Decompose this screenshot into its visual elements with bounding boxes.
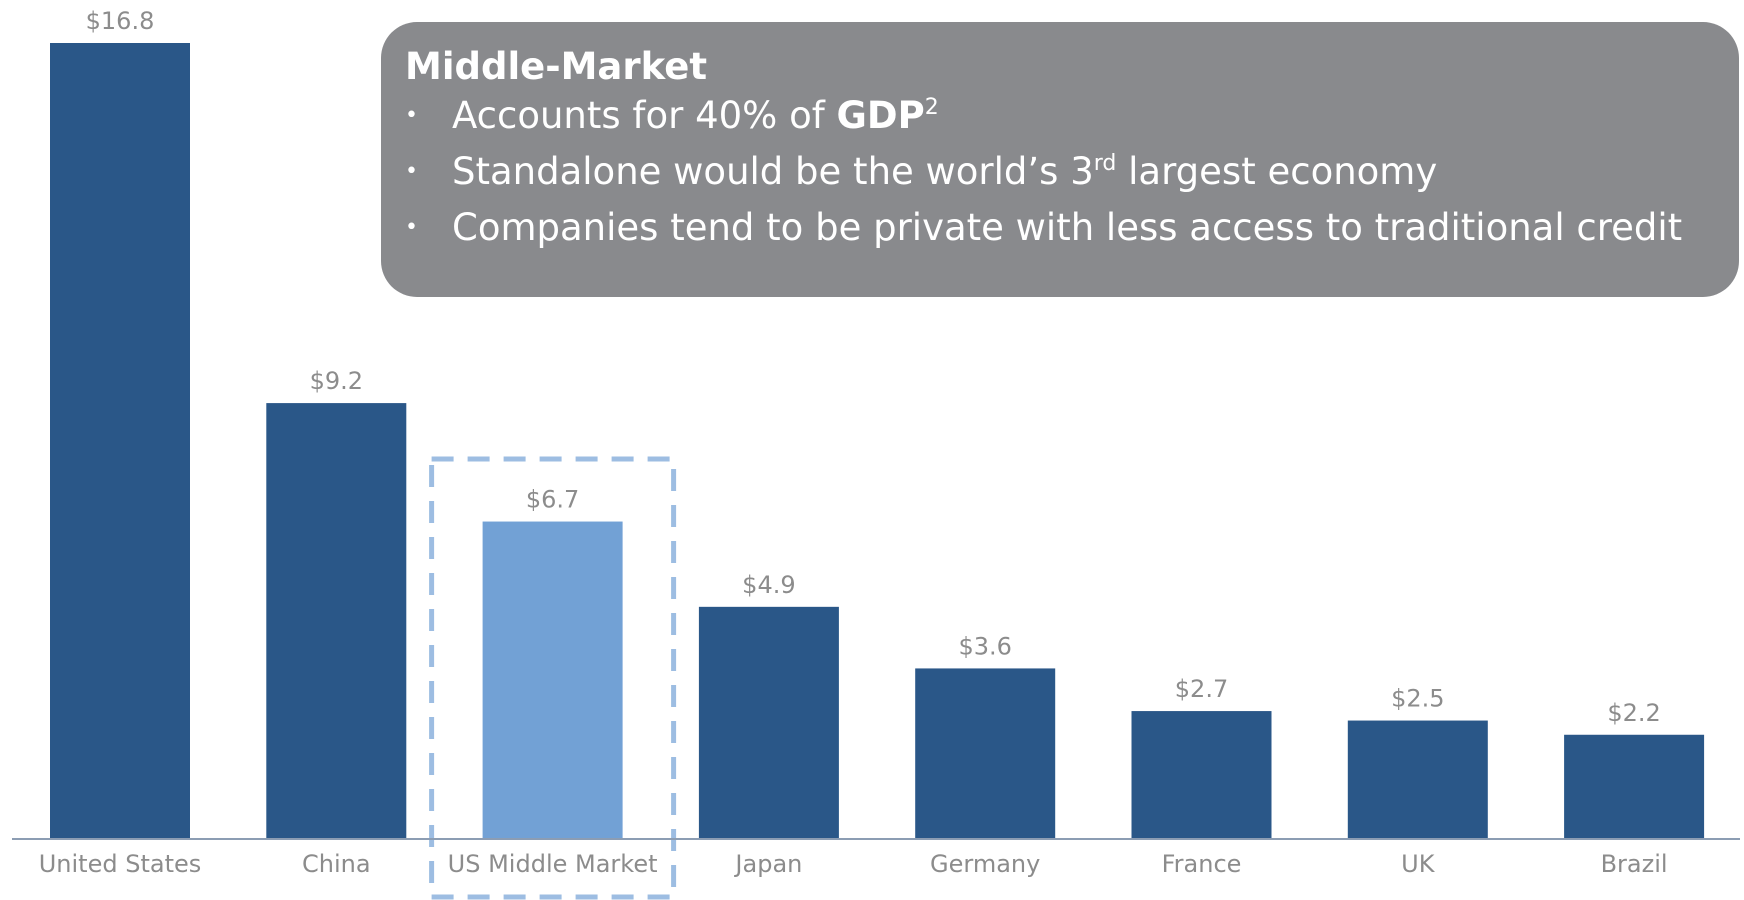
category-label: France bbox=[1162, 850, 1242, 878]
category-label: Brazil bbox=[1601, 850, 1668, 878]
bullet-dot-icon: • bbox=[405, 215, 418, 240]
bar-germany bbox=[915, 668, 1056, 839]
value-label: $2.2 bbox=[1607, 699, 1660, 727]
bar-brazil bbox=[1564, 734, 1705, 839]
bullet-text: Standalone would be the world’s 3rd larg… bbox=[452, 150, 1438, 193]
value-label: $6.7 bbox=[526, 486, 579, 514]
bullet-text-bold: GDP bbox=[836, 94, 925, 137]
callout-bullet-gdp: • Accounts for 40% of GDP2 bbox=[405, 94, 1739, 137]
bar-uk bbox=[1347, 720, 1488, 839]
callout-bullet-credit: • Companies tend to be private with less… bbox=[405, 209, 1739, 246]
category-label: UK bbox=[1401, 850, 1436, 878]
value-label: $3.6 bbox=[958, 632, 1011, 660]
bullet-dot-icon: • bbox=[405, 103, 418, 128]
value-label: $9.2 bbox=[310, 367, 363, 395]
category-label: China bbox=[302, 850, 371, 878]
bullet-text-part: largest economy bbox=[1116, 150, 1438, 193]
bar-united-states bbox=[50, 43, 190, 839]
ordinal-suffix: rd bbox=[1093, 151, 1117, 176]
bullet-text-part: Accounts for 40% of bbox=[452, 94, 837, 137]
bullet-dot-icon: • bbox=[405, 159, 418, 184]
value-label: $16.8 bbox=[86, 7, 155, 35]
bullet-text-part: Standalone would be the world’s 3 bbox=[452, 150, 1094, 193]
value-label: $4.9 bbox=[742, 571, 795, 599]
category-label: Germany bbox=[930, 850, 1040, 878]
footnote-marker: 2 bbox=[924, 95, 939, 120]
bar-japan bbox=[698, 606, 839, 839]
bullet-text: Accounts for 40% of GDP2 bbox=[452, 94, 939, 137]
category-label: United States bbox=[39, 850, 202, 878]
category-label: US Middle Market bbox=[448, 850, 658, 878]
bar-france bbox=[1131, 711, 1272, 839]
callout-bullet-economy: • Standalone would be the world’s 3rd la… bbox=[405, 150, 1739, 193]
callout-title: Middle-Market bbox=[405, 45, 708, 88]
category-label: Japan bbox=[733, 850, 802, 878]
value-label: $2.7 bbox=[1175, 675, 1228, 703]
value-label: $2.5 bbox=[1391, 685, 1444, 713]
highlight-box bbox=[429, 456, 677, 900]
bar-china bbox=[266, 403, 407, 839]
bar-us-middle-market bbox=[482, 521, 623, 839]
middle-market-callout: Middle-Market • Accounts for 40% of GDP2… bbox=[381, 22, 1739, 297]
bullet-text: Companies tend to be private with less a… bbox=[452, 206, 1683, 249]
